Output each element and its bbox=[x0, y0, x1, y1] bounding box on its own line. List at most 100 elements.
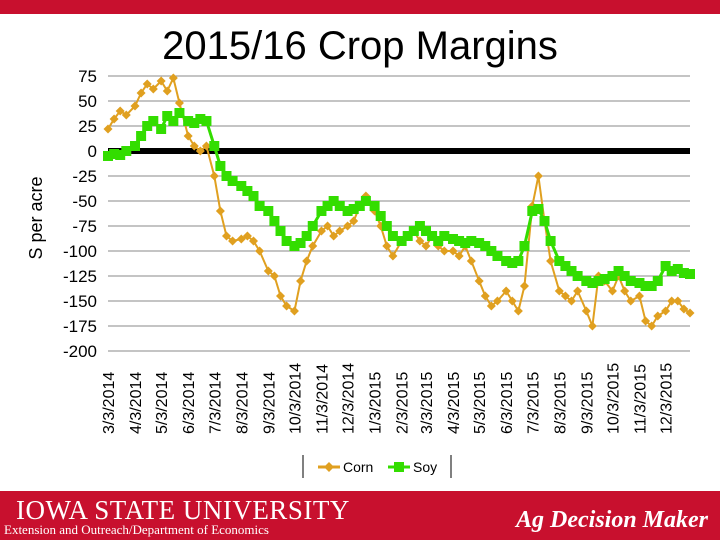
soy-point bbox=[572, 271, 583, 281]
soy-point bbox=[227, 176, 238, 186]
soy-point bbox=[486, 246, 497, 256]
soy-point bbox=[460, 238, 471, 248]
soy-point bbox=[148, 116, 159, 126]
corn-point bbox=[607, 286, 617, 296]
x-tick-label: 5/3/2015 bbox=[472, 372, 489, 434]
soy-point bbox=[560, 261, 571, 271]
soy-point bbox=[607, 271, 618, 281]
soy-point bbox=[201, 116, 212, 126]
x-tick-label: 12/3/2015 bbox=[659, 363, 676, 434]
series-line-soy bbox=[107, 110, 691, 288]
soy-point bbox=[269, 216, 280, 226]
corn-point bbox=[183, 131, 193, 141]
corn-point bbox=[641, 316, 651, 326]
soy-point bbox=[513, 256, 524, 266]
soy-point bbox=[545, 236, 556, 246]
soy-point bbox=[533, 204, 544, 214]
corn-point bbox=[439, 246, 449, 256]
legend-marker-soy bbox=[394, 462, 404, 472]
soy-point bbox=[519, 241, 530, 251]
y-tick-label: 50 bbox=[78, 92, 97, 111]
x-tick-label: 3/3/2015 bbox=[419, 372, 436, 434]
soy-point bbox=[672, 264, 683, 274]
corn-point bbox=[661, 306, 671, 316]
soy-point bbox=[619, 271, 630, 281]
corn-point bbox=[466, 256, 476, 266]
x-tick-label: 4/3/2015 bbox=[446, 372, 463, 434]
soy-point bbox=[307, 221, 318, 231]
x-tick-label: 5/3/2014 bbox=[154, 372, 171, 434]
soy-point bbox=[295, 238, 306, 248]
series-soy bbox=[103, 108, 695, 291]
corn-point bbox=[215, 206, 225, 216]
corn-point bbox=[335, 226, 345, 236]
soy-point bbox=[375, 211, 386, 221]
soy-point bbox=[581, 276, 592, 286]
soy-point bbox=[593, 276, 604, 286]
corn-point bbox=[546, 256, 556, 266]
footer-bar: IOWA STATE UNIVERSITY Extension and Outr… bbox=[0, 491, 720, 540]
corn-point bbox=[685, 308, 695, 318]
corn-point bbox=[343, 221, 353, 231]
soy-point bbox=[275, 226, 286, 236]
legend-marker-corn bbox=[324, 462, 334, 472]
soy-point bbox=[554, 256, 565, 266]
soy-point bbox=[242, 186, 253, 196]
x-tick-label: 9/3/2015 bbox=[579, 372, 596, 434]
x-tick-label: 7/3/2014 bbox=[207, 372, 224, 434]
soy-point bbox=[501, 256, 512, 266]
legend-label-soy: Soy bbox=[413, 459, 437, 475]
corn-point bbox=[121, 110, 131, 120]
top-accent-bar bbox=[0, 0, 720, 14]
corn-point bbox=[242, 231, 252, 241]
corn-point bbox=[276, 291, 286, 301]
crop-margins-chart: 75 50 25 0 -25 -50 -75 -100 -125 -150 -175 -200 S p… bbox=[26, 67, 695, 478]
soy-point bbox=[289, 241, 300, 251]
corn-point bbox=[587, 321, 597, 331]
soy-point bbox=[115, 150, 126, 160]
y-axis-ticks: 75 50 25 0 -25 -50 -75 -100 -125 -150 -175 -200 bbox=[63, 67, 97, 361]
x-tick-label: 2/3/2015 bbox=[395, 372, 412, 434]
corn-point bbox=[673, 296, 683, 306]
x-tick-label: 10/3/2014 bbox=[287, 363, 304, 434]
soy-point bbox=[646, 281, 657, 291]
y-tick-label: -100 bbox=[63, 242, 97, 261]
soy-point bbox=[566, 266, 577, 276]
soy-point bbox=[236, 181, 247, 191]
corn-point bbox=[382, 241, 392, 251]
soy-point bbox=[454, 236, 465, 246]
corn-point bbox=[679, 304, 689, 314]
x-tick-label: 8/3/2014 bbox=[234, 372, 251, 434]
soy-point bbox=[369, 201, 380, 211]
extension-text: Extension and Outreach/Department of Eco… bbox=[4, 522, 269, 537]
x-tick-label: 12/3/2014 bbox=[341, 363, 358, 434]
corn-point bbox=[507, 296, 517, 306]
corn-point bbox=[316, 226, 326, 236]
soy-point bbox=[652, 276, 663, 286]
soy-point bbox=[660, 261, 671, 271]
corn-point bbox=[302, 256, 312, 266]
corn-point bbox=[581, 306, 591, 316]
soy-point bbox=[480, 241, 491, 251]
corn-point bbox=[236, 234, 246, 244]
corn-point bbox=[109, 114, 119, 124]
grid-lines bbox=[108, 75, 690, 352]
corn-point bbox=[519, 281, 529, 291]
soy-point bbox=[408, 226, 419, 236]
corn-point bbox=[174, 98, 184, 108]
corn-point bbox=[136, 88, 146, 98]
soy-point bbox=[162, 111, 173, 121]
corn-point bbox=[560, 291, 570, 301]
corn-point bbox=[263, 266, 273, 276]
corn-point bbox=[567, 296, 577, 306]
x-tick-label: 10/3/2015 bbox=[605, 363, 622, 434]
soy-point bbox=[433, 236, 444, 246]
corn-point bbox=[296, 276, 306, 286]
soy-point bbox=[421, 226, 432, 236]
soy-point bbox=[685, 269, 695, 279]
ag-decision-maker-logo: Ag Decision Maker bbox=[516, 507, 708, 533]
corn-point bbox=[647, 321, 657, 331]
corn-point bbox=[480, 291, 490, 301]
corn-point bbox=[492, 296, 502, 306]
corn-point bbox=[486, 301, 496, 311]
